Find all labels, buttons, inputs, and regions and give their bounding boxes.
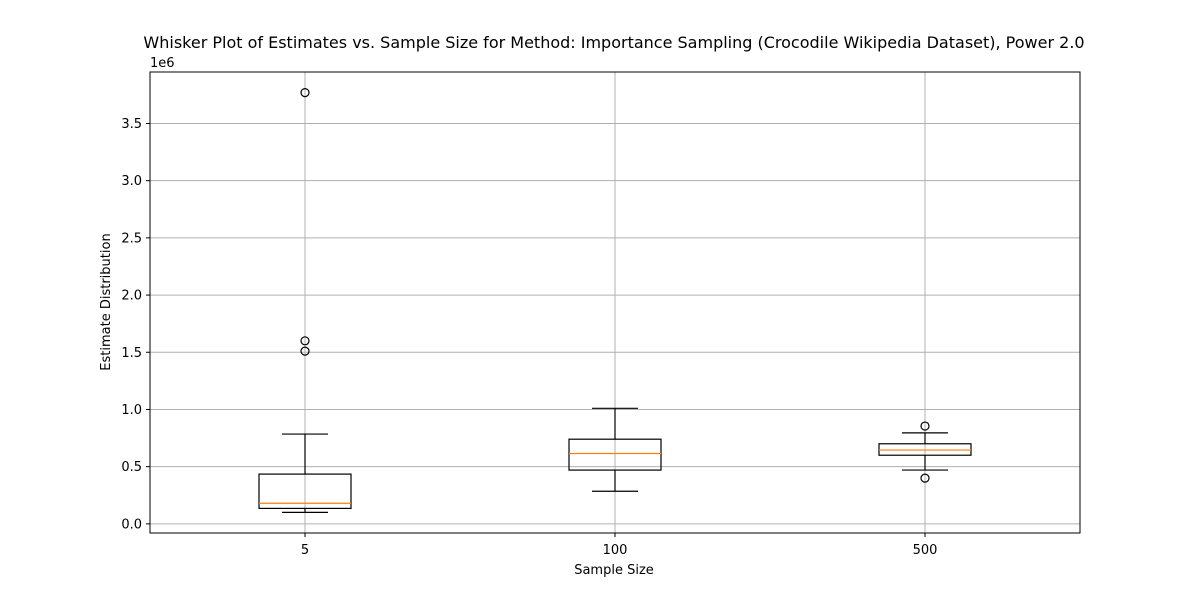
box-group-5 xyxy=(258,87,352,514)
outlier-point xyxy=(920,473,930,483)
y-tick-label: 3.5 xyxy=(121,117,142,132)
y-tick-label: 3.0 xyxy=(121,174,142,189)
y-tick-label: 0.5 xyxy=(121,460,142,475)
x-tick-label: 100 xyxy=(603,543,628,558)
y-axis-label: Estimate Distribution xyxy=(99,233,114,370)
box-group-100 xyxy=(568,407,662,492)
y-tick-label: 0.0 xyxy=(121,517,142,532)
chart-title: Whisker Plot of Estimates vs. Sample Siz… xyxy=(143,33,1084,52)
box-layer xyxy=(258,87,972,514)
iqr-box xyxy=(258,473,352,510)
x-axis-label: Sample Size xyxy=(574,563,654,578)
outlier-point xyxy=(300,336,310,346)
outlier-point xyxy=(920,421,930,431)
y-offset-label: 1e6 xyxy=(150,56,175,71)
y-tick-label: 1.5 xyxy=(121,346,142,361)
grid-lines xyxy=(150,72,1080,533)
iqr-box xyxy=(568,438,662,471)
x-tick-label: 5 xyxy=(301,543,309,558)
outlier-point xyxy=(300,346,310,356)
outlier-point xyxy=(300,87,310,98)
y-tick-label: 2.0 xyxy=(121,289,142,304)
y-tick-label: 2.5 xyxy=(121,231,142,246)
box-group-500 xyxy=(878,421,972,483)
y-tick-label: 1.0 xyxy=(121,403,142,418)
tick-layer: 0.0 0.5 1.0 1.5 2.0 2.5 3.0 3.5 5 100 500 xyxy=(121,117,937,558)
x-tick-label: 500 xyxy=(913,543,938,558)
